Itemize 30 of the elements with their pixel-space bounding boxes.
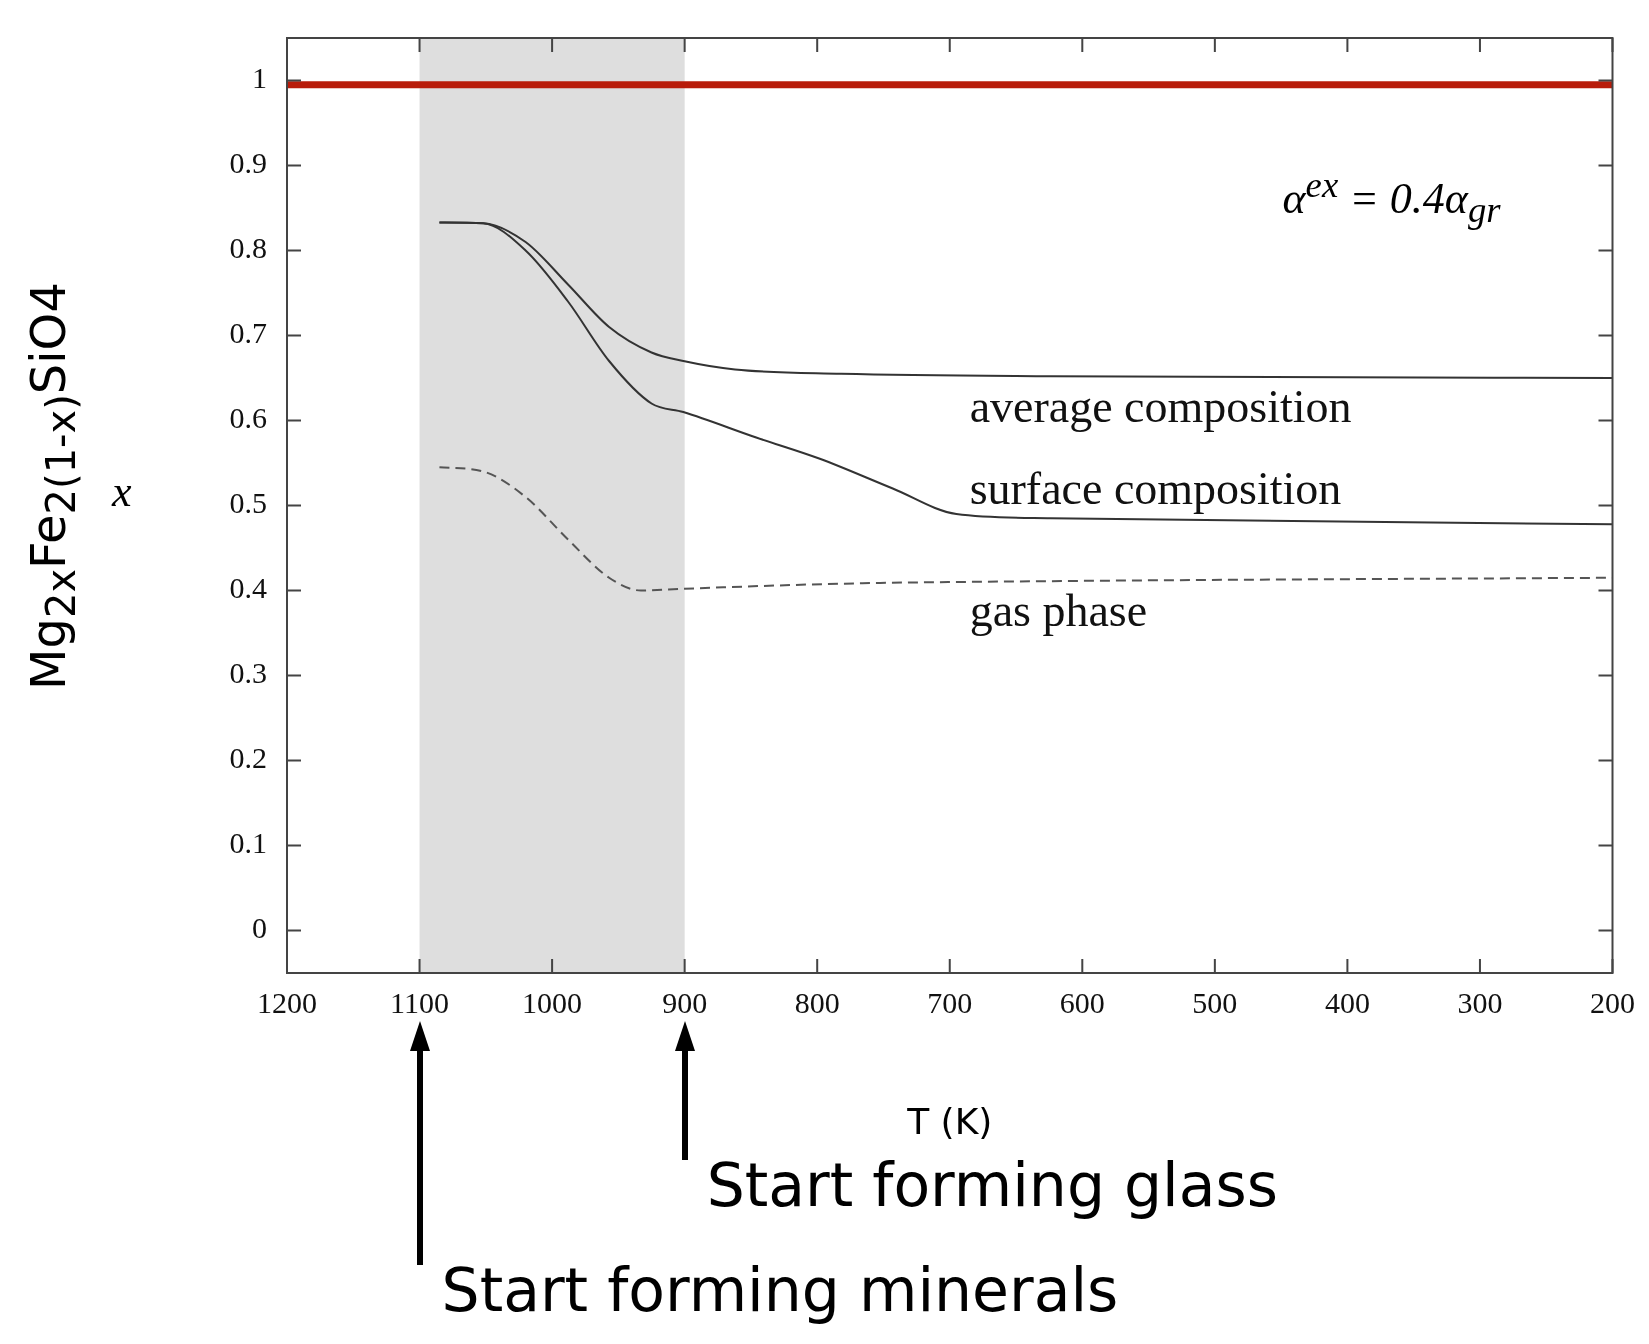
- series-label: average composition: [969, 381, 1352, 432]
- y-tick-label: 0.5: [229, 486, 267, 520]
- x-tick-label: 1200: [257, 985, 317, 1019]
- x-tick-label: 500: [1192, 985, 1238, 1019]
- series-label: surface composition: [969, 463, 1342, 515]
- series-label: gas phase: [969, 584, 1148, 636]
- x-tick-label: 1100: [390, 985, 449, 1019]
- x-tick-label: 700: [927, 985, 973, 1019]
- text: x: [112, 465, 132, 517]
- x-tick-label: 200: [1590, 985, 1635, 1019]
- y-tick-label: 0.4: [229, 571, 267, 605]
- y-tick-label: 0.3: [229, 656, 267, 690]
- x-tick-label: 800: [794, 985, 840, 1019]
- y-tick-label: 0.7: [229, 316, 267, 350]
- y-tick-label: 0: [252, 911, 267, 945]
- annotation: α$^{ex}$ = 0.4α$_{gr}$: [1282, 163, 1501, 232]
- y-tick-label: 0.8: [229, 231, 267, 265]
- text: Start forming glass: [706, 1150, 1279, 1220]
- x-tick-label: 900: [662, 985, 708, 1019]
- text: Start forming minerals: [441, 1255, 1119, 1325]
- x-tick-label: 1000: [522, 985, 583, 1019]
- x-tick-label: 300: [1457, 985, 1503, 1019]
- y-tick-label: 0.6: [229, 401, 267, 435]
- x-tick-label: 600: [1059, 985, 1105, 1019]
- y-tick-label: 0.2: [229, 741, 267, 775]
- y-tick-label: 0.9: [229, 146, 267, 180]
- y-tick-label: 0.1: [229, 826, 267, 860]
- x-axis-title: T (K): [907, 1101, 993, 1142]
- x-tick-label: 400: [1324, 985, 1370, 1019]
- y-tick-label: 1: [252, 61, 267, 95]
